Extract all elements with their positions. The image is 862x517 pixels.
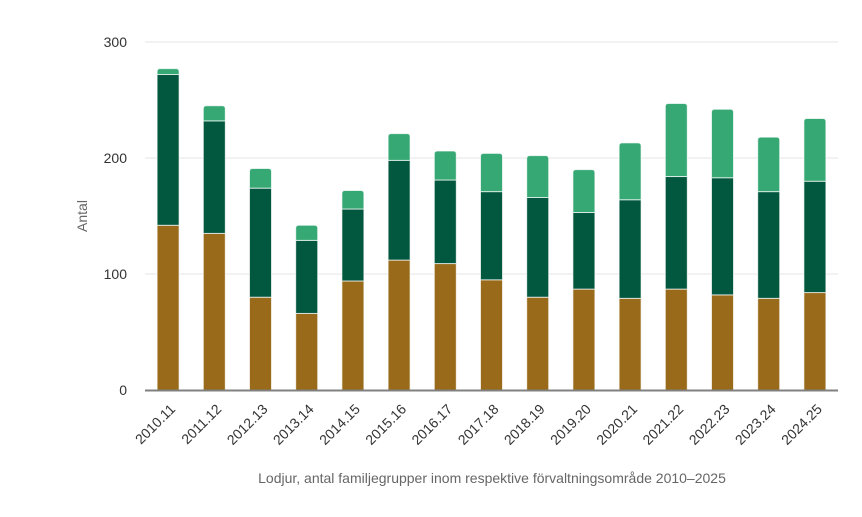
- bar-segment-1: [711, 294, 734, 391]
- bar-segment-1: [433, 263, 457, 391]
- x-tick-label: 2023.24: [732, 401, 779, 448]
- bar-segment-3: [618, 142, 642, 201]
- x-tick-label: 2014.15: [316, 401, 363, 448]
- y-axis-ticks: 0 100 200 300: [104, 34, 128, 398]
- bar-stack-2015.16: [387, 133, 411, 391]
- bar-segment-1: [480, 279, 503, 391]
- bar-segment-2: [664, 176, 688, 290]
- bar-segment-1: [202, 232, 226, 391]
- bar-stack-2012.13: [249, 167, 272, 391]
- bar-segment-2: [572, 212, 596, 290]
- x-tick-label: 2020.21: [593, 401, 640, 448]
- bar-segment-3: [711, 108, 734, 179]
- bar-segment-2: [295, 239, 319, 314]
- bar-segment-1: [618, 297, 642, 391]
- bar-segment-1: [249, 296, 272, 391]
- bar-segment-2: [526, 196, 550, 298]
- bar-segment-2: [757, 191, 781, 299]
- x-tick-label: 2018.19: [501, 401, 548, 448]
- x-tick-label: 2021.22: [639, 401, 686, 448]
- y-tick-label: 0: [119, 382, 127, 398]
- bar-segment-3: [664, 102, 688, 178]
- x-tick-label: 2011.12: [178, 401, 225, 448]
- y-tick-label: 100: [104, 266, 128, 282]
- bar-segment-3: [757, 136, 781, 193]
- bar-stack-2020.21: [618, 142, 642, 391]
- bar-segment-3: [341, 189, 365, 210]
- x-tick-label: 2012.13: [224, 401, 271, 448]
- bar-segment-3: [572, 169, 596, 214]
- bar-stack-2021.22: [664, 102, 688, 391]
- bar-segment-3: [295, 224, 319, 241]
- bar-segment-1: [757, 297, 781, 391]
- bar-segment-1: [341, 280, 365, 391]
- bar-segment-2: [387, 159, 411, 261]
- bar-segment-1: [572, 288, 596, 391]
- x-tick-label: 2010.11: [132, 401, 179, 448]
- bar-segment-2: [711, 177, 734, 296]
- bar-segment-3: [480, 152, 503, 193]
- bar-segment-2: [618, 199, 642, 299]
- x-tick-label: 2019.20: [547, 401, 594, 448]
- y-tick-label: 300: [104, 34, 128, 50]
- bar-segment-3: [156, 68, 180, 75]
- x-tick-label: 2024.25: [778, 401, 825, 448]
- bar-segment-3: [202, 105, 226, 122]
- y-tick-label: 200: [104, 150, 128, 166]
- bar-segment-3: [433, 150, 457, 181]
- x-tick-label: 2016.17: [408, 401, 455, 448]
- bar-stack-2022.23: [711, 108, 734, 391]
- bar-segment-2: [249, 187, 272, 298]
- bar-stack-2023.24: [757, 136, 781, 391]
- bar-stack-2010.11: [156, 68, 180, 391]
- bar-segment-1: [156, 224, 180, 391]
- bar-segment-2: [803, 180, 827, 294]
- bar-segment-2: [480, 191, 503, 281]
- bar-segment-1: [387, 259, 411, 391]
- x-axis-ticks: 2010.11 2011.12 2012.13 2013.14 2014.15 2015.…: [132, 401, 825, 448]
- x-tick-label: 2022.23: [686, 401, 733, 448]
- bar-stack-2016.17: [433, 150, 457, 391]
- x-tick-label: 2013.14: [270, 401, 317, 448]
- bar-segment-1: [803, 292, 827, 391]
- bar-segment-1: [664, 288, 688, 391]
- bar-stack-2017.18: [480, 152, 503, 391]
- bar-segment-1: [295, 312, 319, 391]
- bar-stack-2014.15: [341, 189, 365, 391]
- bar-segment-3: [249, 167, 272, 189]
- bar-segment-2: [433, 179, 457, 265]
- bar-stack-2018.19: [526, 155, 550, 391]
- bar-stack-2019.20: [572, 169, 596, 391]
- x-axis-title: Lodjur, antal familjegrupper inom respek…: [258, 470, 726, 486]
- bar-stack-2011.12: [202, 105, 226, 391]
- bar-stack-2024.25: [803, 118, 827, 391]
- bar-segment-2: [156, 73, 180, 226]
- y-axis-title: Antal: [74, 200, 90, 232]
- bar-segment-3: [387, 133, 411, 161]
- x-tick-label: 2015.16: [362, 401, 409, 448]
- x-tick-label: 2017.18: [455, 401, 502, 448]
- bar-segment-3: [526, 155, 550, 198]
- bar-segment-2: [341, 208, 365, 282]
- bar-stack-2013.14: [295, 224, 319, 391]
- bar-segment-1: [526, 296, 550, 391]
- bars: [156, 68, 827, 391]
- bar-segment-2: [202, 120, 226, 234]
- bar-segment-3: [803, 118, 827, 182]
